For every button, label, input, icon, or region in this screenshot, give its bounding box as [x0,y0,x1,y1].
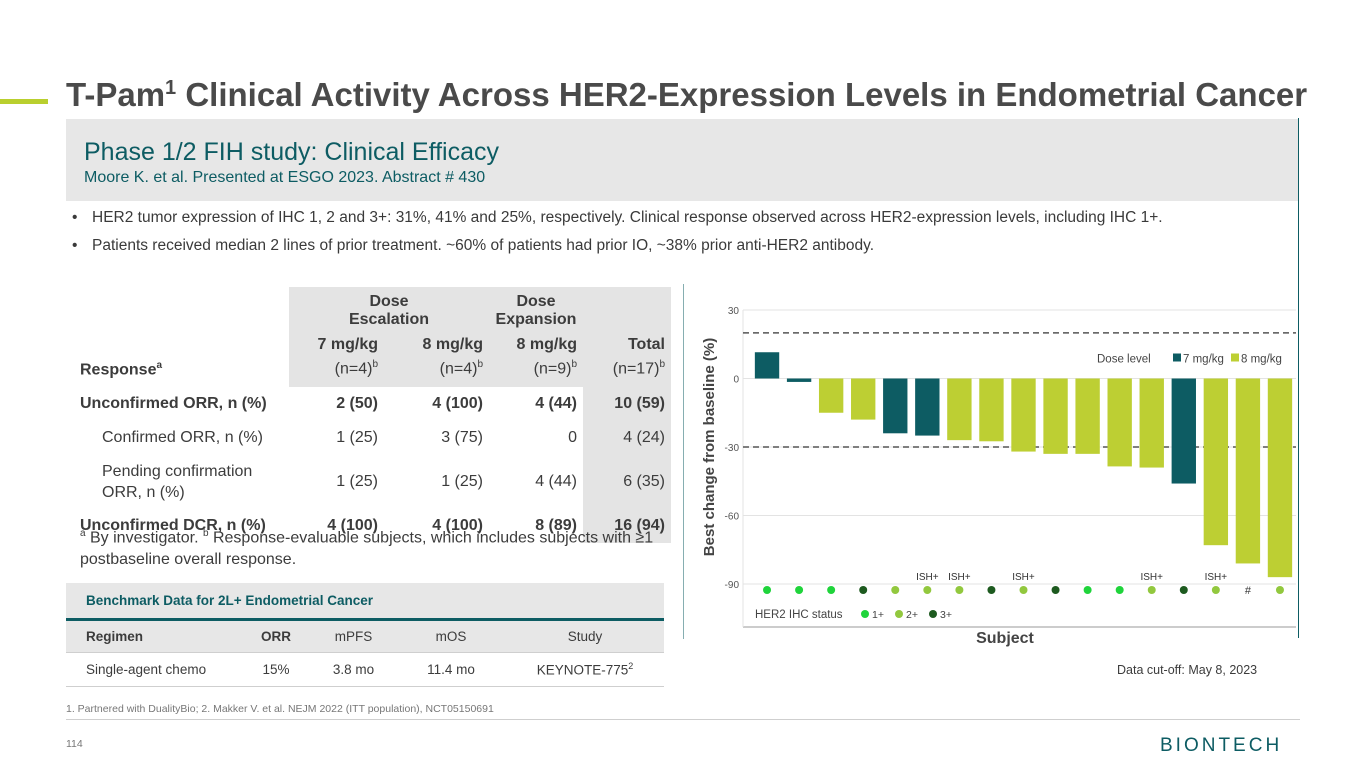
legend-label: 7 mg/kg [1183,354,1224,366]
frame-border [1298,118,1299,638]
bar [915,378,940,436]
bar [1075,378,1100,454]
page-number: 114 [66,738,83,750]
legend-title: Dose level [1097,354,1151,366]
table-row: Single-agent chemo 15% 3.8 mo 11.4 mo KE… [66,652,664,687]
banner-subtitle: Moore K. et al. Presented at ESGO 2023. … [84,169,486,186]
banner-title: Phase 1/2 FIH study: Clinical Efficacy [84,138,499,166]
ihc-dot [955,586,964,594]
ihc-legend-dot [861,610,869,618]
y-tick-label: -90 [725,580,740,591]
ihc-dot [1115,586,1124,594]
ihc-dot [987,586,996,594]
footer-divider [66,719,1300,720]
ihc-dot [1179,586,1188,594]
col-8mg-expansion-header: 8 mg/kg (n=9)b [489,335,583,388]
group-escalation-header: Dose Escalation [289,287,489,335]
y-tick-label: 0 [733,375,739,386]
bar [1267,378,1293,578]
bar [1203,378,1229,546]
bar [1139,378,1164,468]
table-row: Confirmed ORR, n (%) 1 (25) 3 (75) 0 4 (… [74,421,671,456]
bar [979,378,1004,442]
biontech-logo: BIONTECH [1160,735,1282,755]
svg-text:BIONTECH: BIONTECH [1160,735,1282,755]
bar [1171,378,1196,484]
group-expansion-header: Dose Expansion [489,287,583,335]
ihc-legend-label: 1+ [872,609,884,621]
legend-label: 8 mg/kg [1241,354,1282,366]
table-header-row: Responsea 7 mg/kg (n=4)b 8 mg/kg (n=4)b 8 … [74,335,671,388]
bar [883,378,908,434]
benchmark-title-row: Benchmark Data for 2L+ Endometrial Cance… [66,583,664,621]
table-row: Unconfirmed DCR, n (%) 4 (100) 4 (100) 8… [74,509,671,544]
ish-label: ISH+ [948,572,971,583]
response-table: Dose Escalation Dose Expansion Responsea… [74,287,671,544]
ihc-dot [1083,586,1092,594]
ihc-dot [1275,586,1284,594]
ihc-dot [1051,586,1060,594]
table-footnote: a By investigator. b Response-evaluable … [80,528,654,569]
col-8mg-header: 8 mg/kg (n=4)b [384,335,489,388]
ish-label: ISH+ [1140,572,1163,583]
ihc-dot [923,586,932,594]
accent-bar [0,99,48,104]
ihc-legend-label: 2+ [906,609,918,621]
bar [754,352,780,379]
bar [947,378,972,441]
bar [818,378,844,413]
benchmark-title: Benchmark Data for 2L+ Endometrial Cance… [66,583,664,621]
ihc-dot [1211,586,1220,594]
ihc-dot [827,586,836,594]
bar [786,378,812,382]
col-7mg-header: 7 mg/kg (n=4)b [289,335,384,388]
page-title: T-Pam1 Clinical Activity Across HER2-Exp… [66,76,1308,113]
table-header-row: Dose Escalation Dose Expansion [74,287,671,335]
bar [1043,378,1068,454]
hash-marker: # [1245,585,1252,597]
bar [851,378,876,420]
bar [1235,378,1261,564]
ihc-dot [1147,586,1156,594]
ihc-dot [763,586,772,594]
data-cutoff: Data cut-off: May 8, 2023 [1117,663,1258,677]
ihc-dot [891,586,900,594]
ihc-legend-dot [895,610,903,618]
table-row: Unconfirmed ORR, n (%) 2 (50) 4 (100) 4 … [74,387,671,422]
col-response-header: Responsea [80,360,163,379]
key-points: HER2 tumor expression of IHC 1, 2 and 3+… [70,208,1300,264]
bullet-item: HER2 tumor expression of IHC 1, 2 and 3+… [70,208,1300,228]
ish-label: ISH+ [1205,572,1228,583]
x-axis-title: Subject [976,630,1034,647]
ihc-dot [859,586,868,594]
benchmark-header-row: Regimen ORR mPFS mOS Study [66,619,664,653]
ish-label: ISH+ [1012,572,1035,583]
bar [1107,378,1132,467]
ihc-legend-dot [929,610,937,618]
y-tick-label: 30 [728,306,740,317]
waterfall-chart: 30 0 -30 -60 -90 ISH+ ISH+ ISH+ ISH+ ISH+ # Dose le… [683,284,1296,647]
ihc-legend-label: 3+ [940,609,952,621]
bar [1011,378,1036,452]
benchmark-table: Benchmark Data for 2L+ Endometrial Cance… [66,583,664,687]
legend-swatch [1173,353,1181,362]
ish-label: ISH+ [916,572,939,583]
table-row: Pending confirmation ORR, n (%) 1 (25) 1… [74,455,671,510]
ihc-dot [795,586,804,594]
study-banner: Phase 1/2 FIH study: Clinical Efficacy M… [66,119,1298,201]
legend-swatch [1231,353,1239,362]
y-axis-title: Best change from baseline (%) [701,338,718,556]
y-tick-label: -30 [725,443,740,454]
references: 1. Partnered with DualityBio; 2. Makker … [66,703,494,715]
y-tick-label: -60 [725,512,740,523]
ihc-legend-title: HER2 IHC status [755,609,843,621]
col-total-header: Total (n=17)b [583,335,671,388]
ihc-dot [1019,586,1028,594]
bullet-item: Patients received median 2 lines of prio… [70,236,1300,256]
